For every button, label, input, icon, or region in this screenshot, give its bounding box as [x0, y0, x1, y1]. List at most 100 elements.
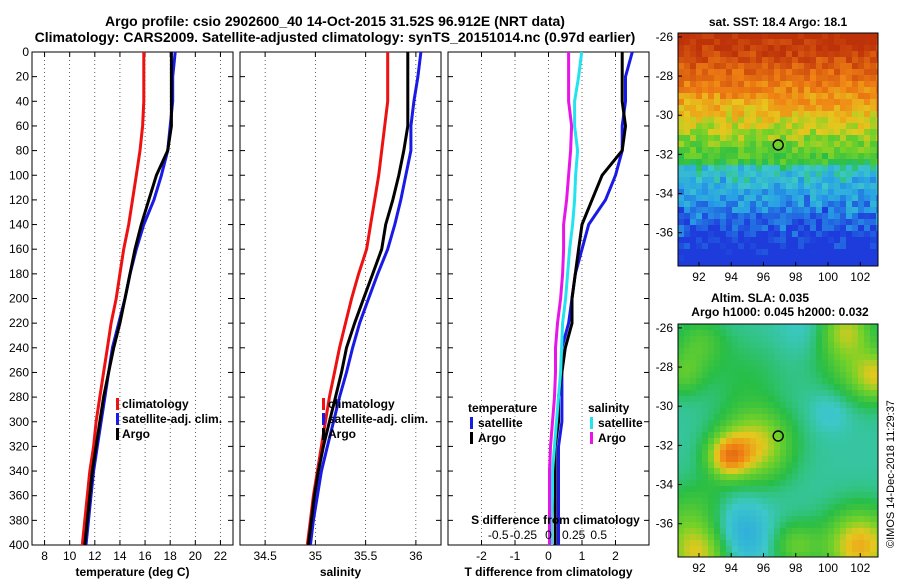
map-cell — [876, 105, 878, 111]
map-cell — [798, 408, 804, 414]
map-cell — [702, 189, 708, 195]
map-cell — [732, 261, 738, 266]
map-cell — [702, 75, 708, 81]
map-cell — [810, 462, 816, 468]
map-cell — [852, 123, 858, 129]
map-cell — [846, 201, 852, 207]
map-cell — [696, 426, 702, 432]
x-axis-label: salinity — [320, 565, 362, 579]
map-cell — [690, 378, 696, 384]
map-cell — [708, 141, 714, 147]
map-cell — [846, 474, 852, 480]
map-cell — [804, 201, 810, 207]
map-cell — [732, 75, 738, 81]
map-cell — [690, 516, 696, 522]
map-cell — [762, 93, 768, 99]
map-cell — [708, 57, 714, 63]
map-cell — [858, 504, 864, 510]
map-cell — [852, 63, 858, 69]
map-cell — [690, 201, 696, 207]
map-cell — [864, 213, 870, 219]
map-cell — [810, 324, 816, 330]
map-cell — [714, 45, 720, 51]
map-cell — [870, 330, 876, 336]
map-cell — [756, 117, 762, 123]
map-cell — [792, 504, 798, 510]
map-cell — [702, 93, 708, 99]
map-cell — [720, 522, 726, 528]
map-cell — [846, 189, 852, 195]
map-cell — [702, 354, 708, 360]
map-cell — [858, 195, 864, 201]
map-cell — [870, 450, 876, 456]
map-cell — [840, 39, 846, 45]
map-cell — [876, 384, 878, 390]
map-cell — [756, 51, 762, 57]
legend-label: climatology — [122, 397, 189, 411]
map-cell — [720, 384, 726, 390]
map-cell — [732, 33, 738, 39]
map-cell — [822, 147, 828, 153]
map-cell — [834, 474, 840, 480]
map-cell — [762, 33, 768, 39]
map-cell — [846, 498, 852, 504]
map-cell — [822, 486, 828, 492]
map-cell — [864, 159, 870, 165]
map-cell — [786, 261, 792, 266]
map-cell — [858, 324, 864, 330]
map-cell — [858, 390, 864, 396]
map-cell — [810, 81, 816, 87]
map-cell — [846, 171, 852, 177]
map-cell — [726, 33, 732, 39]
map-cell — [714, 189, 720, 195]
map-cell — [834, 93, 840, 99]
map-lat-label: -30 — [656, 108, 674, 122]
map-cell — [714, 504, 720, 510]
map-cell — [804, 510, 810, 516]
map-cell — [774, 534, 780, 540]
map-cell — [696, 480, 702, 486]
map-cell — [876, 414, 878, 420]
map-cell — [756, 39, 762, 45]
map-cell — [810, 153, 816, 159]
map-cell — [702, 141, 708, 147]
map-cell — [822, 87, 828, 93]
map-cell — [744, 69, 750, 75]
map-cell — [690, 147, 696, 153]
map-cell — [696, 51, 702, 57]
map-cell — [852, 189, 858, 195]
map-cell — [816, 219, 822, 225]
map-cell — [768, 324, 774, 330]
map-cell — [678, 99, 684, 105]
map-cell — [852, 81, 858, 87]
map-cell — [696, 177, 702, 183]
map-cell — [702, 384, 708, 390]
map-cell — [762, 261, 768, 266]
map-lon-label: 94 — [725, 270, 739, 284]
map-cell — [792, 39, 798, 45]
map-cell — [864, 504, 870, 510]
map-cell — [726, 396, 732, 402]
map-cell — [834, 249, 840, 255]
map-cell — [846, 261, 852, 266]
map-cell — [846, 522, 852, 528]
map-cell — [678, 153, 684, 159]
map-cell — [870, 147, 876, 153]
map-cell — [870, 372, 876, 378]
map-cell — [792, 384, 798, 390]
x-axis-label: T difference from climatology — [464, 565, 632, 579]
map-cell — [816, 468, 822, 474]
map-cell — [822, 93, 828, 99]
map-cell — [846, 408, 852, 414]
map-cell — [726, 504, 732, 510]
map-cell — [876, 390, 878, 396]
map-cell — [858, 129, 864, 135]
map-cell — [678, 219, 684, 225]
map-cell — [780, 486, 786, 492]
map-cell — [750, 159, 756, 165]
map-cell — [732, 93, 738, 99]
map-cell — [726, 372, 732, 378]
map-cell — [684, 231, 690, 237]
map-cell — [690, 444, 696, 450]
map-cell — [822, 546, 828, 552]
